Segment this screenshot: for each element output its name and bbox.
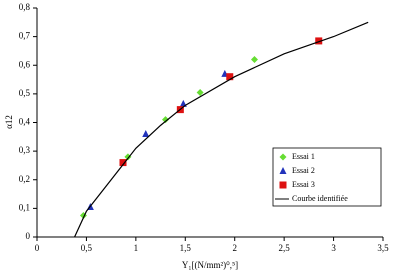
y-tick-label: 0,6 — [19, 59, 31, 69]
y-tick-label: 0,8 — [19, 2, 31, 12]
legend-label: Essai 3 — [292, 180, 315, 189]
legend-label: Essai 2 — [292, 166, 315, 175]
triangle-point — [279, 167, 287, 174]
diamond-point — [162, 116, 170, 124]
diamond-point — [279, 153, 287, 161]
x-tick-label: 1 — [134, 243, 139, 253]
legend: Essai 1 Essai 2 Essai 3 Courbe identifiée — [272, 147, 382, 207]
x-tick-label: 2,5 — [279, 243, 291, 253]
x-axis-label: Y₁[(N/mm²)⁰,⁵] — [182, 260, 238, 270]
legend-box — [272, 147, 382, 207]
y-tick-label: 0,3 — [19, 145, 31, 155]
triangle-point — [179, 99, 187, 107]
x-tick-label: 2 — [232, 243, 237, 253]
x-tick-label: 3 — [331, 243, 336, 253]
x-tick-label: 3,5 — [377, 243, 389, 253]
square-point — [315, 37, 323, 45]
diamond-point — [196, 88, 204, 96]
y-tick-label: 0 — [26, 231, 31, 241]
legend-label: Essai 1 — [292, 152, 315, 161]
y-tick-label: 0,5 — [19, 88, 31, 98]
legend-label: Courbe identifiée — [292, 194, 348, 203]
diamond-point — [124, 153, 132, 161]
x-tick-label: 0 — [35, 243, 40, 253]
triangle-point — [142, 129, 150, 137]
y-tick-label: 0,7 — [19, 31, 31, 41]
x-tick-label: 1,5 — [180, 243, 192, 253]
y-tick-label: 0,4 — [19, 117, 31, 127]
square-point — [119, 159, 127, 167]
diamond-point — [250, 56, 258, 64]
curve — [74, 21, 369, 238]
square-point — [226, 73, 234, 81]
square-point — [279, 181, 287, 189]
y-tick-label: 0,2 — [19, 174, 30, 184]
y-axis-label: α12 — [4, 115, 14, 129]
y-tick-label: 0,1 — [19, 202, 30, 212]
x-tick-label: 0,5 — [81, 243, 93, 253]
